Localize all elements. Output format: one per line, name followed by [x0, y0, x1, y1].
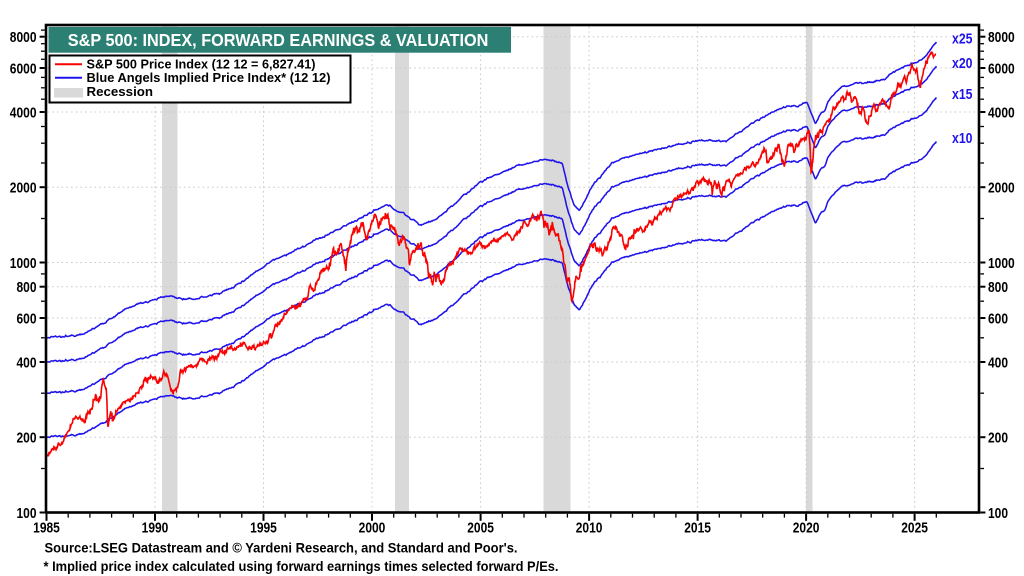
svg-text:600: 600 [17, 310, 37, 327]
svg-text:2010: 2010 [576, 520, 603, 537]
svg-text:800: 800 [988, 279, 1008, 296]
svg-text:1985: 1985 [33, 520, 60, 537]
svg-text:Blue Angels Implied Price Inde: Blue Angels Implied Price Index* (12 12) [87, 71, 331, 85]
svg-text:100: 100 [17, 505, 37, 522]
svg-text:200: 200 [988, 430, 1008, 447]
svg-text:x10: x10 [952, 130, 973, 147]
svg-text:2025: 2025 [901, 520, 928, 537]
svg-text:S&P 500 Price Index (12 12 = 6: S&P 500 Price Index (12 12 = 6,827.41) [87, 58, 316, 72]
svg-text:Recession: Recession [87, 85, 154, 99]
svg-text:x25: x25 [952, 31, 973, 48]
svg-text:8000: 8000 [10, 29, 37, 46]
svg-text:2005: 2005 [467, 520, 494, 537]
svg-text:200: 200 [17, 430, 37, 447]
svg-text:2015: 2015 [684, 520, 711, 537]
svg-text:1995: 1995 [250, 520, 277, 537]
svg-text:400: 400 [17, 354, 37, 371]
svg-text:2000: 2000 [359, 520, 386, 537]
svg-text:6000: 6000 [988, 60, 1015, 77]
svg-text:800: 800 [17, 279, 37, 296]
svg-text:* Implied price index calculat: * Implied price index calculated using f… [44, 558, 559, 574]
svg-text:2020: 2020 [793, 520, 820, 537]
svg-text:1000: 1000 [988, 255, 1015, 272]
svg-text:2000: 2000 [10, 180, 37, 197]
svg-text:S&P 500: INDEX, FORWARD EARNIN: S&P 500: INDEX, FORWARD EARNINGS & VALUA… [68, 30, 489, 50]
svg-text:x15: x15 [952, 86, 973, 103]
svg-text:100: 100 [988, 505, 1008, 522]
svg-text:1990: 1990 [142, 520, 169, 537]
svg-text:2000: 2000 [988, 180, 1015, 197]
svg-text:400: 400 [988, 354, 1008, 371]
svg-text:x20: x20 [952, 55, 973, 72]
svg-text:6000: 6000 [10, 60, 37, 77]
svg-text:8000: 8000 [988, 29, 1015, 46]
svg-text:600: 600 [988, 310, 1008, 327]
svg-text:Source:LSEG Datastream and © Y: Source:LSEG Datastream and © Yardeni Res… [45, 540, 518, 556]
svg-text:4000: 4000 [988, 104, 1015, 121]
svg-text:1000: 1000 [10, 255, 37, 272]
svg-text:4000: 4000 [10, 104, 37, 121]
